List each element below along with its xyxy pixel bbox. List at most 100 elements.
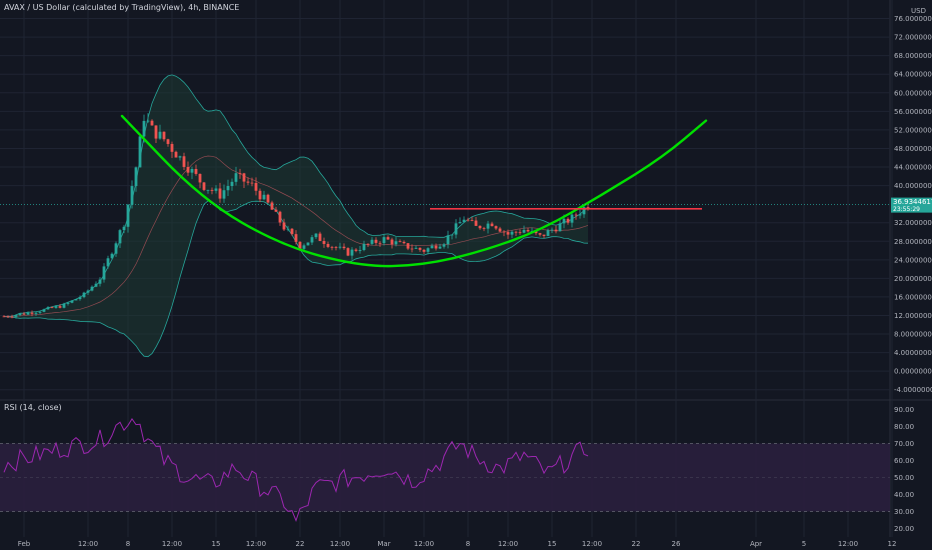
candle-body [74, 299, 78, 301]
candle-body [94, 283, 98, 287]
time-tick-label: 12 [888, 540, 897, 548]
candle-body [438, 246, 442, 249]
candle-body [482, 228, 486, 230]
candle-body [458, 222, 462, 224]
candle-body [502, 231, 506, 233]
time-tick-label: 12:00 [78, 540, 98, 548]
time-tick-label: 12:00 [414, 540, 434, 548]
candle-body [166, 139, 170, 144]
candle-body [550, 229, 554, 231]
candle-body [578, 214, 582, 216]
last-price-countdown: 23:55:29 [893, 206, 920, 213]
candle-body [402, 241, 406, 244]
candle-body [442, 244, 446, 247]
candle-body [218, 188, 222, 199]
candle-body [498, 228, 502, 232]
candle-body [462, 219, 466, 223]
time-tick-label: 12:00 [498, 540, 518, 548]
time-tick-label: 26 [672, 540, 681, 548]
candle-body [582, 207, 586, 215]
candle-body [286, 228, 290, 230]
candle-body [30, 312, 34, 314]
time-tick-label: 8 [126, 540, 130, 548]
candle-body [362, 243, 366, 250]
candle-body [526, 229, 530, 232]
rsi-line [3, 417, 589, 522]
candle-body [430, 245, 434, 249]
candle-body [318, 233, 322, 241]
candle-body [262, 194, 266, 200]
candle-body [302, 245, 306, 249]
candle-body [566, 218, 570, 223]
rsi-tick-label: 60.00 [894, 457, 914, 465]
candle-body [414, 247, 418, 249]
candle-body [314, 233, 318, 238]
candle-body [470, 220, 474, 221]
candle-body [250, 182, 254, 184]
candle-body [34, 312, 38, 314]
candle-body [486, 223, 490, 229]
candle-body [46, 307, 50, 310]
candle-body [62, 303, 66, 308]
candle-body [306, 242, 310, 246]
candle-body [574, 214, 578, 216]
candle-body [350, 249, 354, 256]
candle-body [478, 225, 482, 229]
candle-body [278, 211, 282, 223]
candle-body [122, 226, 126, 231]
candle-body [202, 182, 206, 190]
time-tick-label: 5 [802, 540, 806, 548]
time-tick-label: Mar [377, 540, 390, 548]
candle-body [150, 120, 154, 126]
candle-body [538, 233, 542, 235]
candle-body [126, 204, 130, 227]
candle-body [418, 247, 422, 250]
candle-body [198, 173, 202, 183]
rsi-tick-label: 20.00 [894, 525, 914, 533]
candle-body [114, 243, 118, 254]
candle-body [182, 156, 186, 167]
bollinger-bands [3, 74, 589, 358]
candle-body [406, 243, 410, 249]
candle-body [334, 246, 338, 248]
candle-body [370, 239, 374, 244]
candle-body [138, 136, 142, 168]
candle-body [382, 237, 386, 244]
candle-body [410, 248, 414, 250]
candle-body [178, 156, 182, 158]
time-tick-label: 12:00 [162, 540, 182, 548]
candle-body [290, 228, 294, 235]
candle-body [102, 266, 106, 280]
candle-body [562, 218, 566, 224]
chart-title: AVAX / US Dollar (calculated by TradingV… [4, 3, 240, 12]
candle-body [510, 231, 514, 235]
candle-body [26, 312, 30, 315]
candle-body [454, 223, 458, 235]
candle-body [226, 186, 230, 191]
candle-body [70, 300, 74, 303]
candle-body [158, 131, 162, 139]
candle-body [270, 202, 274, 210]
candle-body [6, 316, 10, 318]
candle-body [558, 223, 562, 232]
candle-body [422, 249, 426, 252]
candle-body [186, 166, 190, 173]
candle-body [386, 237, 390, 240]
candle-body [246, 181, 250, 183]
time-tick-label: 22 [296, 540, 305, 548]
